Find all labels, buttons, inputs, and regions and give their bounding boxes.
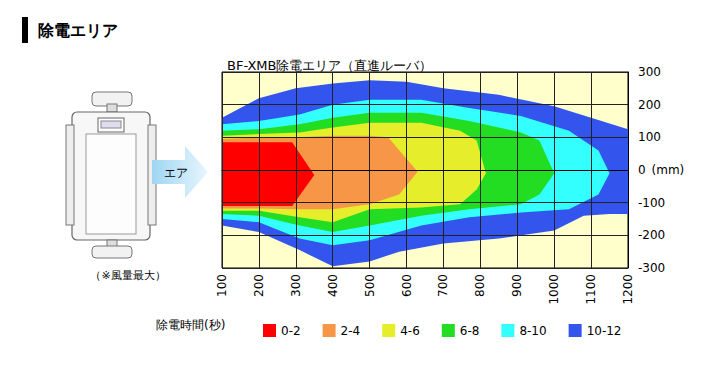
svg-text:除電時間(秒): 除電時間(秒) [156, 318, 225, 332]
svg-text:900: 900 [510, 274, 524, 297]
svg-text:2-4: 2-4 [341, 324, 361, 338]
svg-text:600: 600 [400, 274, 414, 297]
svg-text:6-8: 6-8 [460, 324, 480, 338]
svg-text:0-2: 0-2 [281, 324, 301, 338]
svg-text:BF-XMB除電エリア（直進ルーバ）: BF-XMB除電エリア（直進ルーバ） [227, 58, 432, 73]
svg-text:1000: 1000 [547, 274, 561, 305]
svg-text:0: 0 [638, 163, 646, 177]
svg-text:-200: -200 [638, 228, 665, 242]
svg-text:(mm): (mm) [652, 163, 685, 177]
svg-text:10-12: 10-12 [587, 324, 622, 338]
svg-text:100: 100 [638, 130, 661, 144]
svg-text:（※風量最大）: （※風量最大） [90, 269, 165, 282]
svg-text:エア: エア [164, 166, 188, 180]
svg-text:1200: 1200 [621, 274, 635, 305]
svg-text:4-6: 4-6 [400, 324, 420, 338]
svg-text:-300: -300 [638, 261, 665, 275]
svg-text:400: 400 [326, 274, 340, 297]
svg-text:500: 500 [363, 274, 377, 297]
svg-text:200: 200 [252, 274, 266, 297]
svg-text:300: 300 [638, 65, 661, 79]
svg-text:-100: -100 [638, 196, 665, 210]
svg-text:700: 700 [436, 274, 450, 297]
svg-text:100: 100 [215, 274, 229, 297]
svg-text:300: 300 [289, 274, 303, 297]
svg-text:1100: 1100 [584, 274, 598, 305]
svg-text:200: 200 [638, 98, 661, 112]
svg-text:800: 800 [473, 274, 487, 297]
svg-text:除電エリア: 除電エリア [38, 21, 118, 40]
svg-text:8-10: 8-10 [519, 324, 546, 338]
